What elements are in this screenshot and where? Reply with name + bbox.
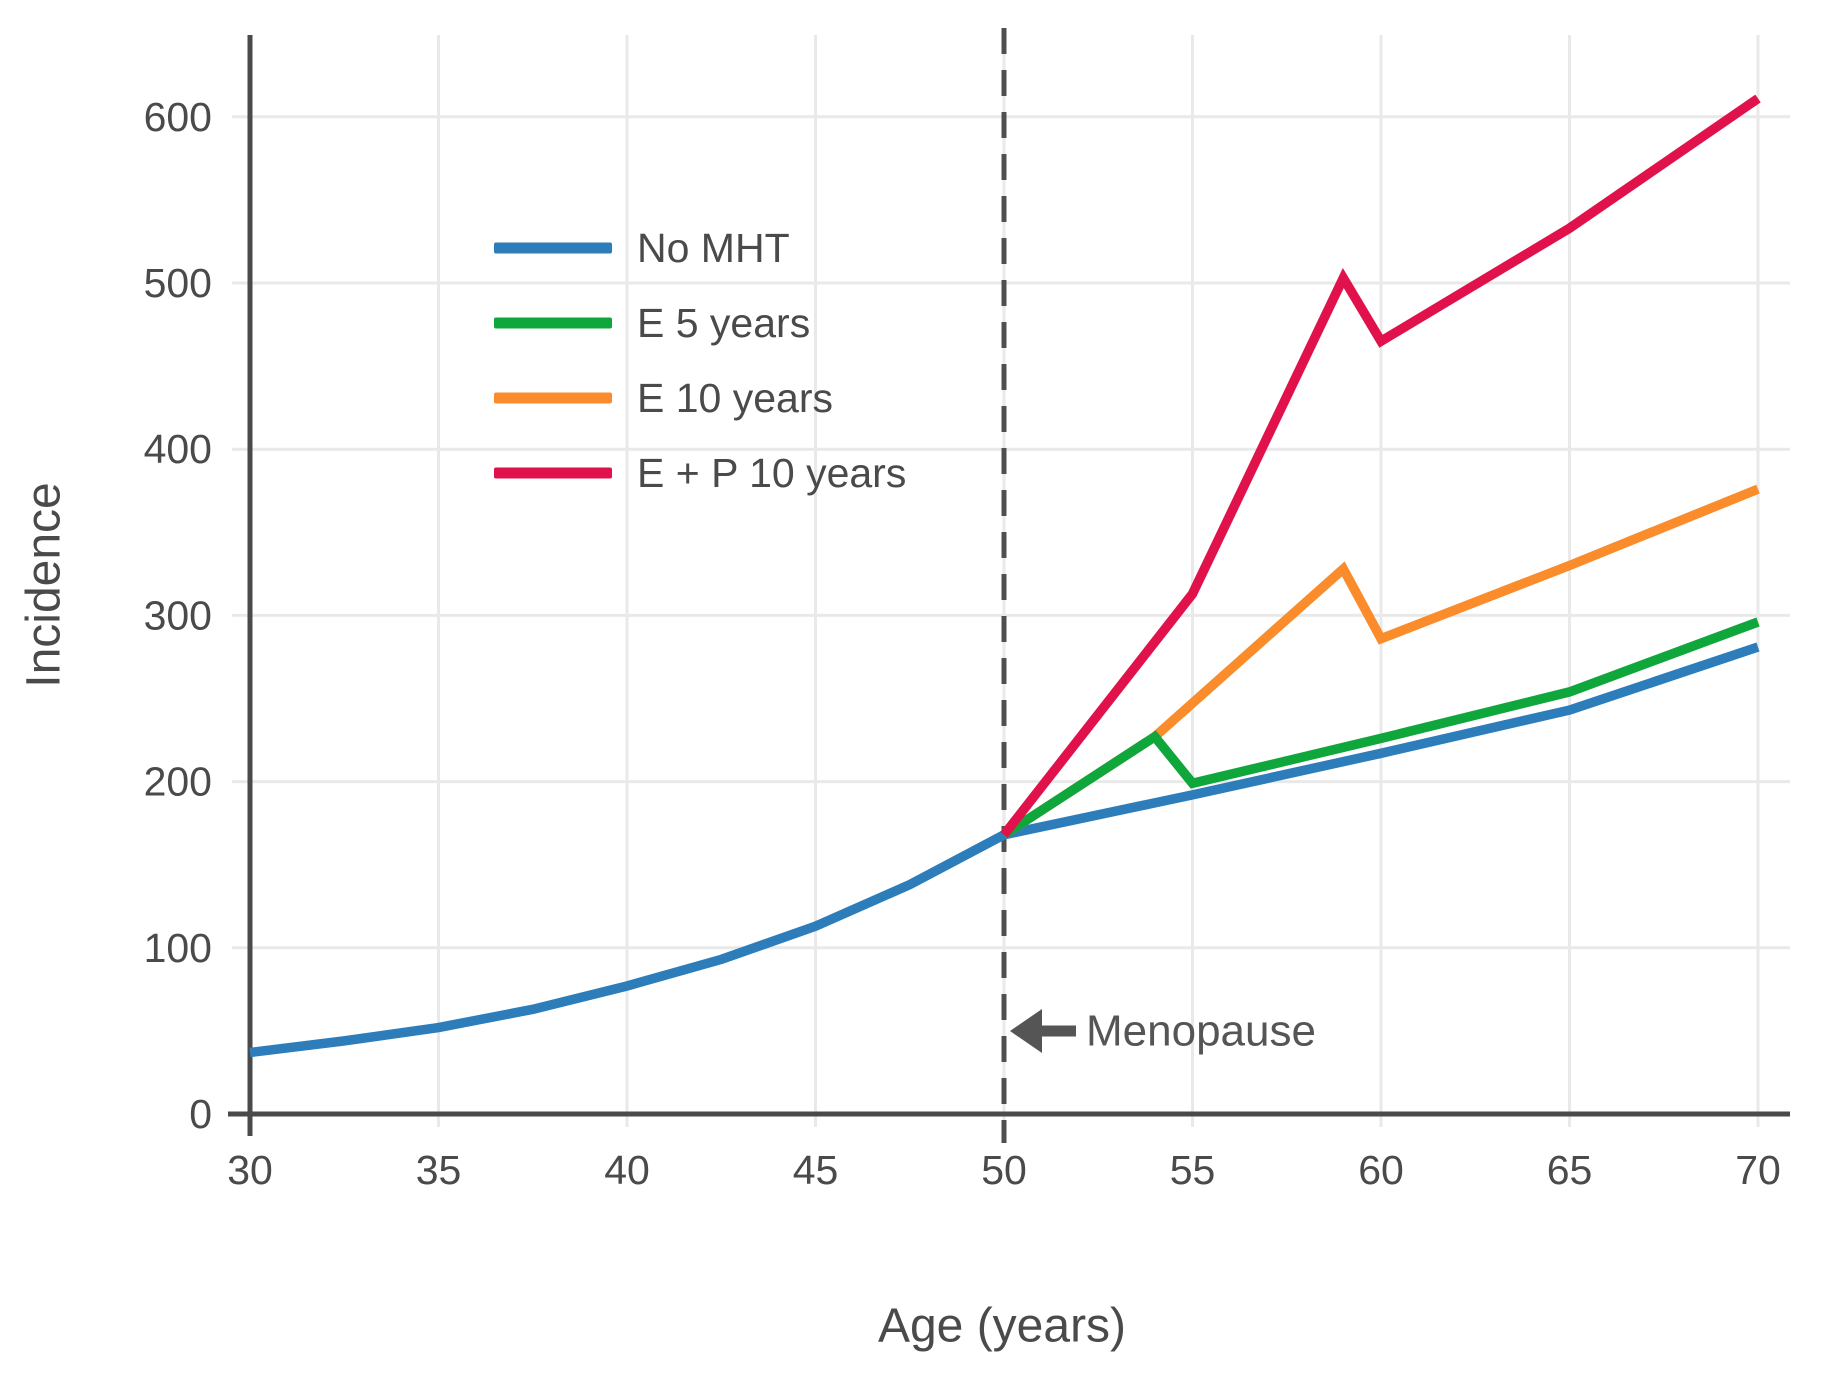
legend-swatch-e-p-10-years <box>494 467 612 479</box>
legend-item-e-10-years[interactable]: E 10 years <box>494 375 833 421</box>
legend-item-e-5-years[interactable]: E 5 years <box>494 300 810 346</box>
y-tick-label-400: 400 <box>144 426 212 472</box>
x-tick-label-30: 30 <box>227 1147 273 1193</box>
legend-item-no-mht[interactable]: No MHT <box>494 225 790 271</box>
x-tick-label-50: 50 <box>981 1147 1027 1193</box>
gridlines <box>232 35 1790 1127</box>
menopause-arrow-icon <box>1010 1009 1042 1053</box>
legend-label-e-5-years: E 5 years <box>637 300 810 346</box>
x-tick-label-40: 40 <box>604 1147 650 1193</box>
y-tick-label-600: 600 <box>144 94 212 140</box>
y-tick-label-0: 0 <box>189 1091 212 1137</box>
x-tick-label-60: 60 <box>1358 1147 1404 1193</box>
legend-item-e-p-10-years[interactable]: E + P 10 years <box>494 450 906 496</box>
legend-label-e-p-10-years: E + P 10 years <box>637 450 906 496</box>
x-axis-title: Age (years) <box>878 1300 1126 1353</box>
y-tick-label-500: 500 <box>144 260 212 306</box>
legend-label-no-mht: No MHT <box>637 225 790 271</box>
x-tick-label-65: 65 <box>1547 1147 1593 1193</box>
y-tick-label-100: 100 <box>144 925 212 971</box>
y-axis-title: Incidence <box>18 482 71 687</box>
y-tick-label-300: 300 <box>144 592 212 638</box>
axes <box>228 35 1790 1136</box>
menopause-arrow-shaft <box>1040 1025 1076 1037</box>
x-tick-label-35: 35 <box>416 1147 462 1193</box>
x-tick-label-55: 55 <box>1170 1147 1216 1193</box>
menopause-label: Menopause <box>1086 1007 1316 1056</box>
series-line-e-5-years[interactable] <box>1001 617 1760 839</box>
tick-labels: 0 100 200 300 400 500 600 30 35 40 45 50 55 60 65 70 <box>144 94 1781 1193</box>
x-tick-label-70: 70 <box>1735 1147 1781 1193</box>
legend-label-e-10-years: E 10 years <box>637 375 833 421</box>
menopause-annotation: Menopause <box>1010 1007 1316 1056</box>
legend-swatch-e-10-years <box>494 392 612 404</box>
y-tick-label-200: 200 <box>144 759 212 805</box>
legend-swatch-no-mht <box>494 242 612 254</box>
legend-swatch-e-5-years <box>494 317 612 329</box>
legend: No MHT E 5 years E 10 years E + P 10 years <box>494 225 906 496</box>
x-tick-label-45: 45 <box>793 1147 839 1193</box>
series-line-e-p-10-years[interactable] <box>1000 94 1761 838</box>
series-line-no-mht[interactable] <box>249 642 1760 1058</box>
